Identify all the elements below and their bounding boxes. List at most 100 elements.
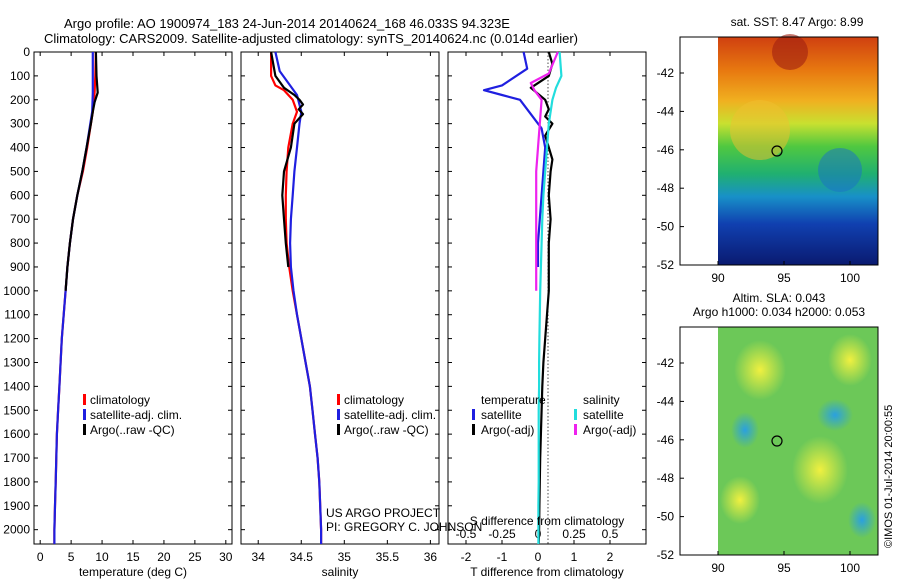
- depth-tick-label: 1500: [3, 403, 30, 417]
- difference-s-label: S difference from climatology: [470, 514, 625, 528]
- map-y-tick-label: -42: [657, 66, 675, 80]
- depth-tick-label: 200: [10, 93, 30, 107]
- legend-label-satellite: satellite-adj. clim.: [90, 408, 182, 422]
- map-y-tick-label: -52: [657, 258, 675, 272]
- sst-map-cool-patch: [730, 100, 790, 160]
- difference-panel: -2 -1 0 1 2 -0.5 -0.25 0 0.25 0.5 T difference f…: [447, 51, 647, 579]
- legend-label-climatology: climatology: [90, 393, 150, 407]
- legend-swatch-t-satellite: [472, 409, 475, 420]
- x-tick-label: 36: [424, 550, 438, 564]
- temperature-x-ticks: 0 5 10 15 20 25 30: [37, 52, 233, 564]
- salinity-legend: climatology satellite-adj. clim. Argo(..…: [337, 393, 436, 437]
- difference-lines: [482, 51, 563, 545]
- sla-map-x-ticks: 90 95 100: [711, 551, 860, 575]
- map-y-tick-label: -42: [657, 356, 675, 370]
- salinity-plot-frame: [240, 51, 440, 545]
- salinity-xlabel: salinity: [322, 565, 359, 579]
- argo-float-marker: [771, 435, 783, 447]
- legend-swatch-satellite: [337, 409, 340, 420]
- figure-title-line2: Climatology: CARS2009. Satellite-adjuste…: [44, 31, 578, 46]
- map-y-tick-label: -46: [657, 433, 675, 447]
- salinity-panel: 34 34.5 35 35.5 36 salinity climatology sate…: [240, 51, 482, 579]
- depth-tick-label: 300: [10, 117, 30, 131]
- imos-timestamp: ©IMOS 01-Jul-2014 20:00:55: [883, 405, 895, 548]
- temperature-depth-ticks: 0 100 200 300 400 500 600 700 800 900 1000 1100 1200…: [3, 45, 232, 537]
- temperature-legend: climatology satellite-adj. clim. Argo(..…: [83, 393, 182, 437]
- difference-depth-ticks: [448, 51, 646, 531]
- legend-swatch-argo: [83, 424, 86, 435]
- series-line-argo-raw-qc: [64, 51, 99, 291]
- argo-float-marker: [771, 145, 783, 157]
- map-y-tick-label: -44: [657, 394, 675, 408]
- legend-label-argo: Argo(..raw -QC): [344, 423, 429, 437]
- series-line-climatology: [270, 52, 323, 544]
- map-x-tick-label: 100: [840, 271, 860, 285]
- legend-label-satellite: satellite-adj. clim.: [344, 408, 436, 422]
- s-difference-tick-label: -0.5: [456, 527, 477, 541]
- project-label: US ARGO PROJECT: [326, 506, 441, 520]
- depth-tick-label: 1300: [3, 355, 30, 369]
- series-line-s-satellite: [537, 51, 563, 544]
- x-tick-label: 0: [535, 550, 542, 564]
- legend-swatch-satellite: [83, 409, 86, 420]
- map-y-tick-label: -44: [657, 104, 675, 118]
- legend-swatch-s-argo: [574, 424, 577, 435]
- legend-label-t-satellite: satellite: [481, 408, 522, 422]
- sla-map-title-line1: Altim. SLA: 0.043: [733, 291, 826, 305]
- depth-tick-label: 1600: [3, 427, 30, 441]
- sla-map-blob: [720, 476, 760, 524]
- depth-tick-label: 1400: [3, 379, 30, 393]
- series-line-t-satellite: [482, 51, 547, 267]
- x-tick-label: 34: [252, 550, 266, 564]
- legend-label-s-satellite: satellite: [583, 408, 624, 422]
- sla-map-blob: [734, 340, 786, 400]
- pi-label: PI: GREGORY C. JOHNSON: [326, 520, 482, 534]
- map-y-tick-label: -46: [657, 143, 675, 157]
- map-y-tick-label: -52: [657, 548, 675, 562]
- map-x-tick-label: 95: [777, 561, 791, 575]
- series-line-t-argo-adj: [529, 51, 554, 545]
- map-y-tick-label: -50: [657, 510, 675, 524]
- x-tick-label: 20: [157, 550, 171, 564]
- series-line-satellite-adj-clim: [274, 51, 323, 544]
- x-tick-label: 35.5: [376, 550, 400, 564]
- map-x-tick-label: 90: [711, 271, 725, 285]
- depth-tick-label: 1800: [3, 475, 30, 489]
- x-tick-label: 25: [188, 550, 202, 564]
- figure-title-line1: Argo profile: AO 1900974_183 24-Jun-2014…: [64, 16, 510, 31]
- legend-label-argo: Argo(..raw -QC): [90, 423, 175, 437]
- series-line-argo-raw-qc: [270, 51, 305, 268]
- map-y-tick-label: -48: [657, 471, 675, 485]
- x-tick-label: 5: [68, 550, 75, 564]
- depth-tick-label: 0: [23, 45, 30, 59]
- sst-map-frame: [679, 36, 879, 266]
- series-line-s-argo-adj: [529, 51, 559, 291]
- salinity-depth-ticks: [241, 51, 439, 531]
- sla-map-blob: [731, 412, 759, 448]
- map-x-tick-label: 90: [711, 561, 725, 575]
- salinity-lines: [270, 51, 323, 544]
- sst-map-panel: sat. SST: 8.47 Argo: 8.99 -42 -44 -46 -48 -5…: [657, 15, 879, 285]
- x-tick-label: 0: [37, 550, 44, 564]
- x-tick-label: 35: [338, 550, 352, 564]
- depth-tick-label: 1900: [3, 499, 30, 513]
- sla-map-title-line2: Argo h1000: 0.034 h2000: 0.053: [693, 305, 865, 319]
- depth-tick-label: 1000: [3, 284, 30, 298]
- legend-label-climatology: climatology: [344, 393, 404, 407]
- legend-swatch-argo: [337, 424, 340, 435]
- legend-swatch-climatology: [337, 394, 340, 405]
- sla-map-blob: [817, 399, 853, 431]
- x-tick-label: 30: [219, 550, 233, 564]
- sst-map-y-ticks: -42 -44 -46 -48 -50 -52: [657, 66, 684, 272]
- x-tick-label: 10: [95, 550, 109, 564]
- salinity-x-ticks: 34 34.5 35 35.5 36: [252, 52, 438, 564]
- map-y-tick-label: -50: [657, 220, 675, 234]
- x-tick-label: 1: [571, 550, 578, 564]
- x-tick-label: 34.5: [290, 550, 314, 564]
- sla-map-y-ticks: -42 -44 -46 -48 -50 -52: [657, 356, 684, 562]
- difference-xlabel: T difference from climatology: [470, 565, 624, 579]
- sst-map-blue-patch: [818, 148, 862, 192]
- sla-map-blob: [848, 502, 876, 538]
- depth-tick-label: 100: [10, 69, 30, 83]
